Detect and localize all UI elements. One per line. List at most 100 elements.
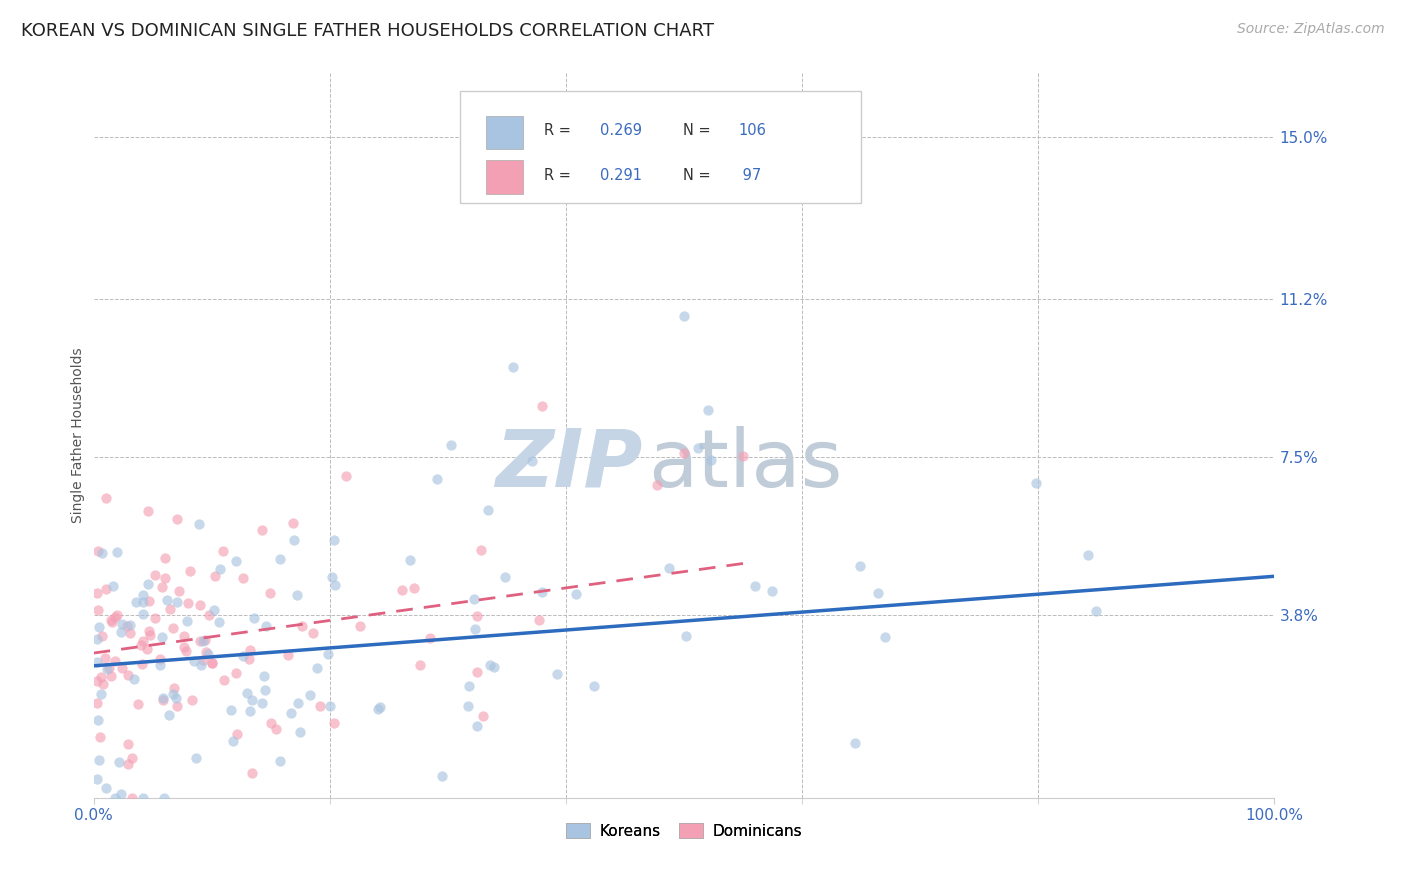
Point [153, 551, 176, 566]
Point [1084, 604, 1107, 618]
Point [152, 690, 174, 705]
Point [120, 617, 142, 632]
Point [254, 619, 277, 633]
Point [673, 309, 696, 323]
Point [402, 582, 425, 596]
Text: 97: 97 [738, 168, 762, 183]
Point [132, 791, 155, 805]
FancyBboxPatch shape [485, 161, 523, 194]
Point [673, 445, 696, 459]
Point [197, 648, 219, 662]
Point [100, 613, 122, 627]
FancyBboxPatch shape [485, 116, 523, 150]
Point [309, 698, 332, 713]
Point [287, 697, 309, 711]
Point [761, 583, 783, 598]
Point [118, 626, 141, 640]
Point [195, 645, 218, 659]
Point [162, 681, 184, 696]
Point [844, 736, 866, 750]
Point [94, 780, 117, 795]
Point [688, 441, 710, 455]
Point [318, 698, 340, 713]
Point [305, 660, 328, 674]
Point [675, 629, 697, 643]
Point [238, 652, 260, 666]
Point [696, 403, 718, 417]
Point [91, 629, 114, 643]
Point [198, 608, 221, 623]
Point [1077, 548, 1099, 562]
Text: 106: 106 [738, 123, 766, 138]
Point [110, 624, 132, 639]
Point [280, 706, 302, 721]
Point [285, 588, 308, 602]
Point [208, 615, 231, 630]
Point [86, 696, 108, 710]
Point [96, 491, 118, 505]
Point [100, 669, 122, 683]
Point [179, 564, 201, 578]
Text: R =: R = [544, 123, 575, 138]
Point [464, 622, 486, 636]
Text: R =: R = [544, 168, 575, 183]
Point [252, 696, 274, 710]
Point [173, 640, 195, 654]
Point [86, 655, 108, 669]
Point [90, 687, 112, 701]
Point [90, 670, 112, 684]
Point [103, 654, 125, 668]
Point [243, 611, 266, 625]
Point [647, 477, 669, 491]
Point [425, 473, 447, 487]
Point [323, 578, 346, 592]
Point [181, 693, 204, 707]
Point [283, 516, 305, 531]
Point [368, 699, 391, 714]
Point [104, 610, 127, 624]
Point [253, 669, 276, 683]
Point [291, 619, 314, 633]
Point [484, 659, 506, 673]
Point [174, 643, 197, 657]
Point [253, 683, 276, 698]
Point [479, 657, 502, 672]
Point [502, 360, 524, 375]
Point [214, 673, 236, 688]
Point [222, 734, 245, 748]
Point [166, 512, 188, 526]
Point [86, 585, 108, 599]
Point [239, 705, 262, 719]
Point [94, 651, 117, 665]
Point [1025, 476, 1047, 491]
Point [136, 641, 159, 656]
Point [744, 579, 766, 593]
Point [136, 576, 159, 591]
Point [465, 609, 488, 624]
Point [153, 791, 176, 805]
Text: N =: N = [683, 123, 710, 138]
Point [191, 652, 214, 666]
Point [166, 595, 188, 609]
Point [107, 755, 129, 769]
Point [283, 533, 305, 547]
Point [565, 587, 588, 601]
Point [465, 719, 488, 733]
Point [100, 615, 122, 630]
Point [96, 662, 118, 676]
Point [117, 737, 139, 751]
Text: 0.291: 0.291 [600, 168, 643, 183]
Point [349, 618, 371, 632]
Point [87, 603, 110, 617]
Point [121, 751, 143, 765]
Point [430, 769, 453, 783]
Text: 0.269: 0.269 [600, 123, 643, 138]
Point [240, 766, 263, 780]
Point [440, 438, 463, 452]
Point [103, 579, 125, 593]
Point [219, 703, 242, 717]
Point [162, 621, 184, 635]
Point [868, 586, 890, 600]
Point [531, 399, 554, 413]
Point [250, 524, 273, 538]
